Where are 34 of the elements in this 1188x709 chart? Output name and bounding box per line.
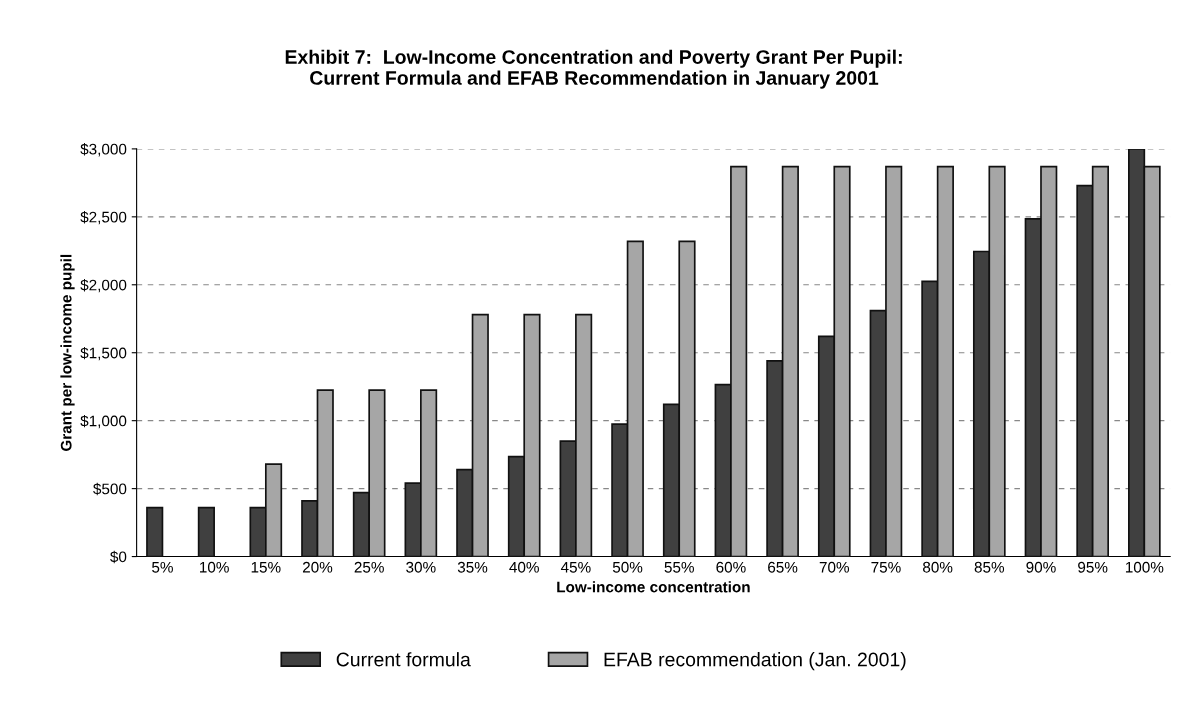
x-tick-label: 20%: [302, 561, 333, 573]
x-tick-label: 100%: [1125, 561, 1164, 573]
bar: [146, 506, 164, 557]
y-tick-label: $1,500: [80, 346, 127, 361]
y-tick-label: $2,000: [80, 279, 127, 293]
y-tick-label: $3,000: [80, 143, 127, 157]
x-tick-label: 45%: [560, 561, 591, 573]
x-tick-label: 90%: [1026, 561, 1056, 573]
x-tick-label: 95%: [1078, 561, 1108, 573]
x-tick-label: 80%: [923, 561, 953, 573]
x-tick-label: 50%: [612, 561, 643, 573]
x-tick-label: 15%: [251, 561, 281, 573]
x-tick-label: 5%: [152, 561, 173, 573]
x-tick-label: 60%: [716, 561, 746, 573]
x-tick-label: 40%: [509, 561, 539, 573]
x-axis-title: Low-income concentration: [557, 581, 750, 593]
x-tick-label: 70%: [819, 561, 850, 573]
x-tick-label: 25%: [354, 561, 384, 573]
y-tick-label: $2,500: [80, 211, 127, 225]
legend-label: EFAB recommendation (Jan. 2001): [604, 652, 906, 671]
y-tick-label: $0: [110, 550, 127, 564]
x-tick-label: 10%: [200, 561, 229, 573]
x-tick-label: 30%: [406, 561, 436, 573]
x-tick-label: 75%: [871, 561, 901, 573]
y-tick-label: $500: [93, 482, 127, 496]
x-tick-label: 85%: [974, 561, 1005, 573]
legend-label: Current formula: [336, 652, 471, 667]
x-tick-label: 55%: [664, 561, 694, 573]
y-axis-title: Grant per low-income pupil: [60, 254, 75, 451]
bar: [197, 506, 215, 557]
x-tick-label: 65%: [768, 561, 798, 573]
y-tick-label: $1,000: [80, 414, 127, 429]
x-tick-label: 35%: [457, 561, 488, 573]
chart-title: Exhibit 7: Low-Income Concentration and Poverty Grant Per Pupil: Current Formula and EFAB Recommendation in January 2001: [285, 49, 902, 89]
